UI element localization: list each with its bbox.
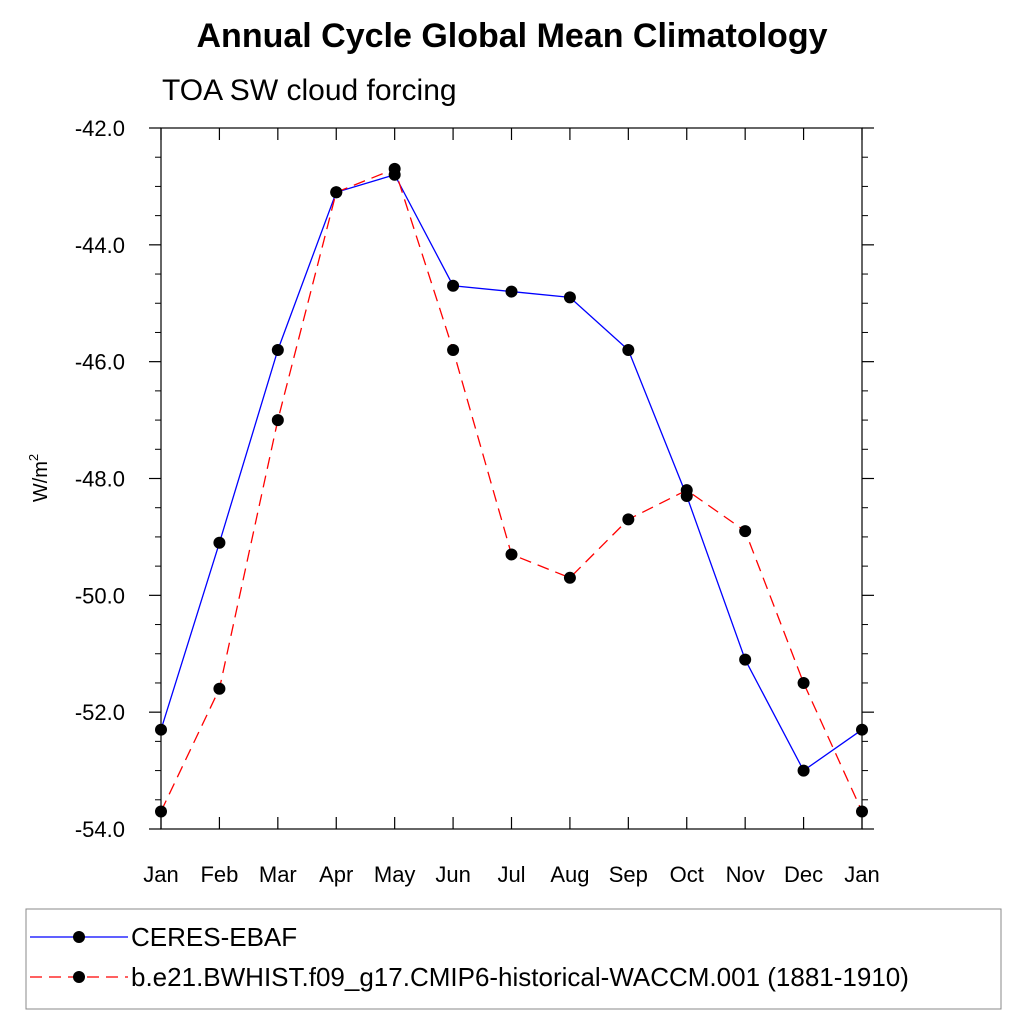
- y-axis-label: W/m2: [26, 454, 52, 502]
- series-line-2: [160, 168, 863, 812]
- data-point-series-2: [330, 186, 343, 199]
- data-point-series-2: [622, 513, 635, 526]
- x-tick-label: Dec: [784, 862, 823, 887]
- data-point-series-2: [563, 571, 576, 584]
- legend-marker-1: [73, 931, 85, 943]
- series-line-1: [160, 173, 863, 772]
- data-point-series-1: [505, 285, 518, 298]
- data-point-series-1: [271, 343, 284, 356]
- legend: CERES-EBAF b.e21.BWHIST.f09_g17.CMIP6-his…: [30, 922, 909, 992]
- data-point-series-2: [213, 682, 226, 695]
- data-point-series-1: [856, 723, 868, 736]
- data-point-series-1: [155, 723, 167, 736]
- data-point-series-2: [447, 343, 460, 356]
- legend-box: [25, 908, 1002, 1010]
- chart-title: Annual Cycle Global Mean Climatology: [197, 17, 828, 55]
- data-point-series-2: [797, 676, 810, 689]
- x-tick-label: Sep: [609, 862, 648, 887]
- series-points: [155, 162, 868, 818]
- svg-text:W/m2: W/m2: [26, 454, 52, 502]
- x-tick-label: Jan: [143, 862, 178, 887]
- series-lines: [160, 168, 863, 812]
- x-tick-label: Apr: [319, 862, 353, 887]
- y-tick-label: -48.0: [75, 467, 125, 492]
- y-tick-label: -54.0: [75, 817, 125, 842]
- legend-marker-2: [73, 971, 85, 983]
- data-point-series-2: [680, 484, 693, 497]
- data-point-series-2: [271, 414, 284, 427]
- y-tick-label: -46.0: [75, 350, 125, 375]
- y-axis-label-sup: 2: [26, 454, 41, 461]
- x-tick-label: Jul: [497, 862, 525, 887]
- data-point-series-2: [505, 548, 518, 561]
- data-point-series-1: [447, 279, 460, 292]
- chart-subtitle: TOA SW cloud forcing: [162, 74, 457, 107]
- y-tick-label: -50.0: [75, 583, 125, 608]
- data-point-series-1: [797, 764, 810, 777]
- x-tick-label: Mar: [259, 862, 297, 887]
- data-point-series-1: [622, 343, 635, 356]
- data-point-series-2: [856, 805, 868, 818]
- data-point-series-2: [388, 162, 401, 175]
- axis-ticks: [149, 127, 874, 830]
- tick-labels: Jan Feb Mar Apr May Jun Jul Aug Sep Oct Nov Dec Jan-…: [75, 116, 880, 887]
- y-tick-label: -44.0: [75, 233, 125, 258]
- x-tick-label: Jan: [844, 862, 879, 887]
- x-tick-label: May: [374, 862, 416, 887]
- x-tick-label: Jun: [435, 862, 470, 887]
- x-tick-label: Aug: [550, 862, 589, 887]
- data-point-series-2: [155, 805, 167, 818]
- legend-label-1: CERES-EBAF: [131, 922, 297, 952]
- y-tick-label: -42.0: [75, 116, 125, 141]
- legend-label-2: b.e21.BWHIST.f09_g17.CMIP6-historical-WA…: [131, 962, 909, 992]
- plot-frame: [160, 127, 863, 830]
- y-tick-label: -52.0: [75, 700, 125, 725]
- data-point-series-2: [739, 525, 752, 538]
- data-point-series-1: [213, 536, 226, 549]
- x-tick-label: Nov: [726, 862, 765, 887]
- x-tick-label: Oct: [670, 862, 704, 887]
- data-point-series-1: [739, 653, 752, 666]
- x-tick-label: Feb: [200, 862, 238, 887]
- y-axis-label-text: W/m: [30, 461, 52, 502]
- data-point-series-1: [563, 291, 576, 304]
